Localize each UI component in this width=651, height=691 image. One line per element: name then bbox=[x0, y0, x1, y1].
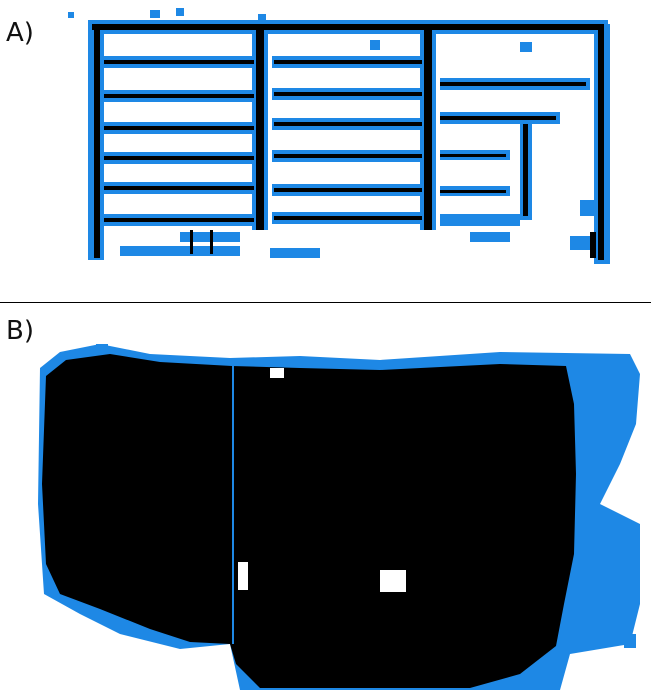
panel-b-occupancy-map bbox=[38, 344, 640, 690]
panel-divider bbox=[0, 302, 651, 303]
panel-a-obstacle-layer bbox=[92, 24, 604, 260]
panel-a-occupancy-map bbox=[68, 8, 610, 264]
panel-a-label: A) bbox=[6, 18, 34, 48]
panel-a-inflated-layer bbox=[68, 8, 610, 264]
panel-b-obstacle-layer bbox=[42, 354, 576, 688]
panel-b-free-gaps bbox=[238, 368, 406, 592]
panel-b-label: B) bbox=[6, 316, 34, 346]
